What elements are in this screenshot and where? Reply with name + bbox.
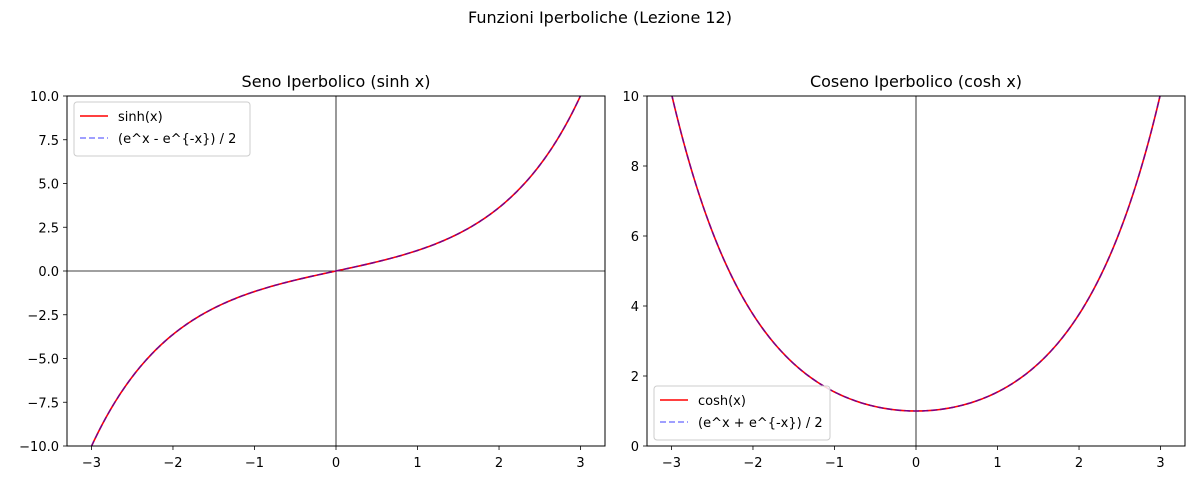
chart-cosh: Coseno Iperbolico (cosh x) −3 −2 −1 0 1 2 3 0 2 4… — [622, 72, 1186, 471]
series-line-1 — [671, 96, 1161, 412]
y-tick-label: 2 — [631, 370, 639, 385]
x-tick-label: −3 — [662, 456, 681, 471]
legend: cosh(x) (e^x + e^{-x}) / 2 — [653, 385, 831, 441]
y-tick-label: 6 — [631, 230, 639, 245]
y-tick-label: −2.5 — [27, 309, 59, 324]
legend-label-1: (e^x - e^{-x}) / 2 — [118, 132, 236, 147]
x-tick-label: 0 — [912, 456, 920, 471]
y-tick-label: 0.0 — [38, 265, 59, 280]
x-tick-label: 3 — [576, 456, 584, 471]
chart-sinh: Seno Iperbolico (sinh x) −3 −2 −1 0 1 2 3 −10.0… — [19, 72, 606, 471]
chart-title: Coseno Iperbolico (cosh x) — [810, 72, 1022, 91]
plot-area — [671, 96, 1161, 412]
x-tick-label: −3 — [82, 456, 101, 471]
y-tick-label: 4 — [631, 300, 639, 315]
x-tick-label: 1 — [993, 456, 1001, 471]
x-tick-label: 1 — [413, 456, 421, 471]
legend-label-0: cosh(x) — [698, 394, 746, 409]
y-tick-label: 2.5 — [38, 221, 59, 236]
y-tick-label: 5.0 — [38, 178, 59, 193]
x-tick-label: −1 — [245, 456, 264, 471]
plot-area — [90, 96, 582, 446]
x-tick-label: −2 — [163, 456, 182, 471]
figure-suptitle: Funzioni Iperboliche (Lezione 12) — [468, 8, 732, 27]
legend: sinh(x) (e^x - e^{-x}) / 2 — [73, 101, 251, 157]
y-tick-label: 10.0 — [30, 90, 59, 105]
x-tick-label: −1 — [825, 456, 844, 471]
x-tick-label: 2 — [1075, 456, 1083, 471]
series-line-1 — [90, 96, 582, 446]
x-tick-label: 0 — [332, 456, 340, 471]
legend-label-0: sinh(x) — [118, 110, 163, 125]
y-tick-label: −7.5 — [27, 396, 59, 411]
y-tick-label: −5.0 — [27, 353, 59, 368]
y-tick-label: −10.0 — [19, 440, 59, 455]
y-tick-label: 7.5 — [38, 134, 59, 149]
legend-box — [73, 101, 251, 157]
legend-box — [653, 385, 831, 441]
x-tick-label: 2 — [495, 456, 503, 471]
chart-title: Seno Iperbolico (sinh x) — [242, 72, 431, 91]
y-tick-label: 10 — [622, 90, 639, 105]
x-tick-label: −2 — [743, 456, 762, 471]
legend-label-1: (e^x + e^{-x}) / 2 — [698, 416, 823, 431]
y-tick-label: 8 — [631, 160, 639, 175]
x-tick-label: 3 — [1156, 456, 1164, 471]
y-tick-label: 0 — [631, 440, 639, 455]
